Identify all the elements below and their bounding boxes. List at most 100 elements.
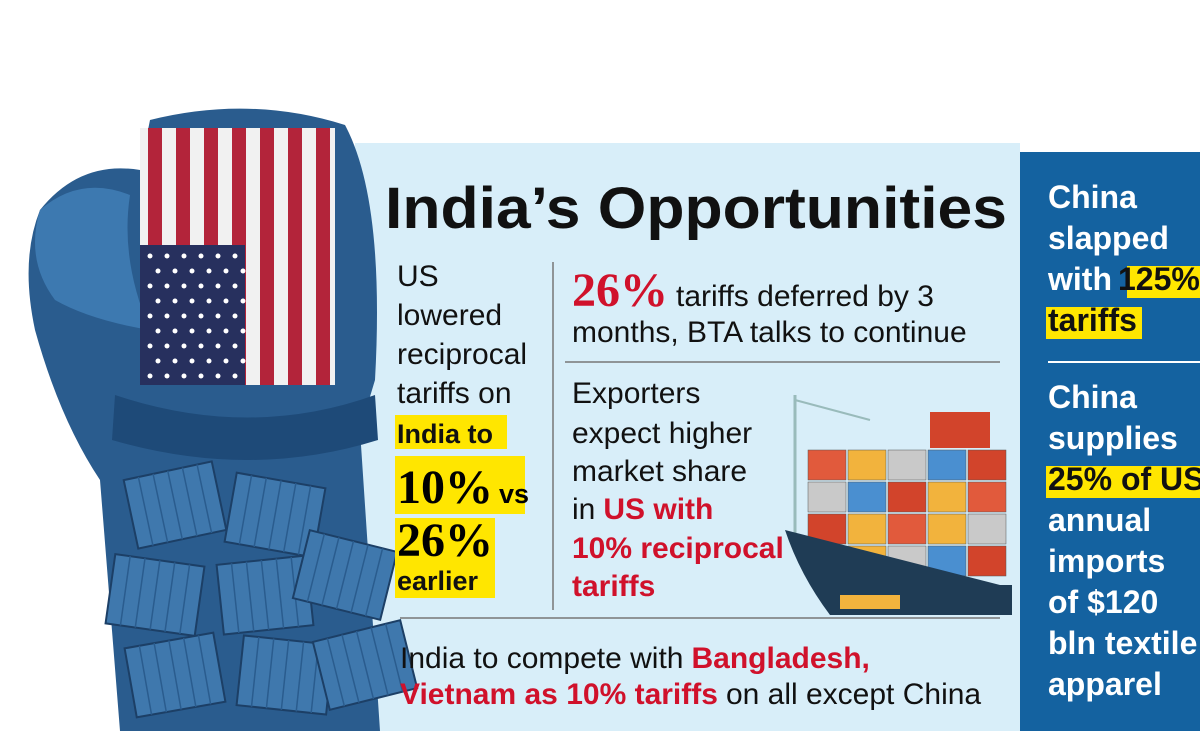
decoration bbox=[181, 467, 198, 537]
highlight bbox=[395, 564, 495, 598]
decoration bbox=[288, 128, 302, 385]
decoration bbox=[847, 449, 887, 481]
side-text: imports bbox=[1048, 543, 1165, 579]
decoration bbox=[230, 563, 240, 634]
decoration bbox=[282, 483, 297, 553]
decoration bbox=[223, 358, 229, 364]
decoration bbox=[927, 513, 967, 545]
note-word: vs bbox=[499, 479, 529, 509]
decoration bbox=[122, 460, 228, 550]
decoration bbox=[280, 640, 290, 710]
side-text: bln textile bbox=[1048, 625, 1197, 661]
decoration bbox=[887, 481, 927, 513]
side-text: China bbox=[1048, 379, 1137, 415]
decoration bbox=[355, 630, 375, 700]
decoration bbox=[155, 298, 161, 304]
decoration bbox=[164, 373, 170, 379]
side-highlight: 25% of US bbox=[1048, 461, 1200, 497]
decoration bbox=[223, 268, 229, 274]
competition-emphasis: Vietnam as 10% tariffs bbox=[400, 678, 718, 711]
decoration bbox=[147, 313, 153, 319]
decoration bbox=[119, 556, 131, 626]
decoration bbox=[134, 558, 146, 628]
decoration bbox=[198, 283, 204, 289]
exporters-emphasis: US with bbox=[603, 493, 713, 526]
decoration bbox=[350, 544, 369, 613]
exporters-line: Exporters bbox=[572, 377, 700, 410]
decoration bbox=[155, 328, 161, 334]
decoration bbox=[137, 476, 154, 546]
decoration bbox=[232, 313, 238, 319]
decoration bbox=[927, 449, 967, 481]
highlight bbox=[1046, 466, 1200, 498]
decoration bbox=[807, 481, 847, 513]
decoration bbox=[196, 464, 213, 534]
decoration bbox=[967, 449, 1007, 481]
decoration bbox=[123, 631, 227, 719]
side-text: apparel bbox=[1048, 666, 1162, 702]
decoration bbox=[155, 358, 161, 364]
decoration bbox=[297, 485, 312, 555]
decoration bbox=[364, 548, 384, 617]
side-text: annual bbox=[1048, 502, 1151, 538]
decoration bbox=[316, 128, 330, 385]
decoration bbox=[198, 373, 204, 379]
decoration bbox=[104, 552, 206, 638]
competition-text: on all except China bbox=[726, 678, 981, 711]
side-highlight: 125% bbox=[1118, 261, 1200, 297]
decoration bbox=[206, 328, 212, 334]
title: India’s Opportunities bbox=[385, 176, 1007, 241]
decoration bbox=[887, 513, 927, 545]
exporters-line: market share bbox=[572, 455, 747, 488]
decoration bbox=[223, 298, 229, 304]
decoration bbox=[238, 475, 253, 545]
decoration bbox=[807, 449, 847, 481]
decoration bbox=[181, 253, 187, 259]
decoration bbox=[215, 373, 221, 379]
decoration bbox=[967, 545, 1007, 577]
decoration bbox=[927, 481, 967, 513]
side-text: supplies bbox=[1048, 420, 1178, 456]
decoration bbox=[181, 313, 187, 319]
decoration bbox=[260, 560, 270, 630]
decoration bbox=[335, 540, 355, 610]
decoration bbox=[253, 477, 268, 547]
decoration bbox=[223, 328, 229, 334]
decoration bbox=[215, 343, 221, 349]
decoration bbox=[887, 449, 927, 481]
decoration bbox=[149, 560, 161, 630]
decoration bbox=[250, 636, 260, 707]
decoration bbox=[240, 358, 246, 364]
exporters-text: in bbox=[572, 493, 595, 526]
deferral-text: months, BTA talks to continue bbox=[572, 316, 967, 349]
decoration bbox=[321, 537, 340, 606]
side-line: with 125% bbox=[1047, 261, 1200, 297]
decoration bbox=[215, 313, 221, 319]
decoration bbox=[181, 343, 187, 349]
decoration bbox=[291, 528, 399, 622]
exporters-emphasis: 10% reciprocal bbox=[572, 532, 784, 565]
side-text: slapped bbox=[1048, 220, 1169, 256]
note-line: US bbox=[397, 260, 439, 293]
decoration bbox=[147, 283, 153, 289]
decoration bbox=[138, 645, 153, 715]
decoration bbox=[240, 268, 246, 274]
decoration bbox=[341, 634, 360, 703]
note-line: reciprocal bbox=[397, 338, 527, 371]
note-highlight: earlier bbox=[397, 566, 479, 596]
decoration bbox=[198, 343, 204, 349]
side-panel bbox=[1020, 152, 1200, 731]
deferral-line: 26% tariffs deferred by 3 bbox=[572, 264, 934, 317]
note-figure: 10% bbox=[397, 461, 493, 514]
exporters-line: expect higher bbox=[572, 417, 752, 450]
decoration bbox=[967, 481, 1007, 513]
decoration bbox=[164, 343, 170, 349]
decoration bbox=[198, 313, 204, 319]
decoration bbox=[164, 253, 170, 259]
side-highlight: tariffs bbox=[1048, 302, 1137, 338]
note-highlight: India to bbox=[397, 419, 493, 449]
decoration bbox=[260, 128, 274, 385]
decoration bbox=[168, 640, 182, 710]
decoration bbox=[189, 268, 195, 274]
highlight bbox=[1127, 266, 1200, 298]
